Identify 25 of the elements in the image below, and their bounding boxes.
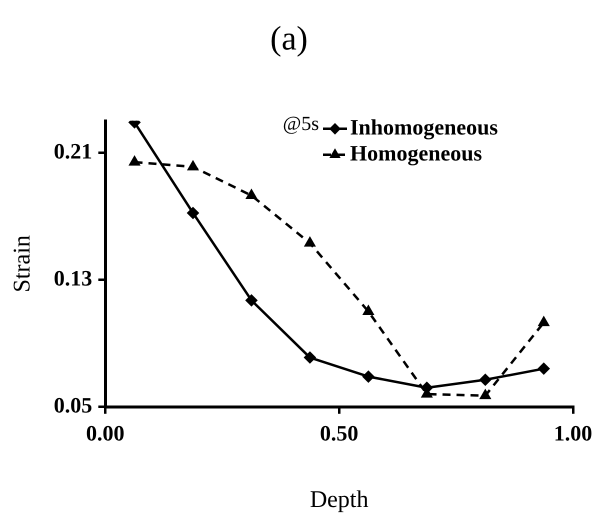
- legend-label: Inhomogeneous: [350, 114, 498, 140]
- legend-label: Homogeneous: [350, 140, 482, 166]
- point: [304, 352, 316, 364]
- point: [538, 362, 550, 374]
- x-tick-label: 0.00: [86, 420, 125, 446]
- point: [246, 294, 258, 306]
- point: [538, 316, 549, 326]
- point: [188, 161, 198, 170]
- point: [480, 374, 492, 386]
- y-tick-label: 0.13: [54, 265, 92, 290]
- point: [362, 370, 374, 382]
- x-tick-label: 0.50: [320, 420, 358, 446]
- point: [480, 390, 490, 400]
- chart-title: (a): [270, 20, 308, 58]
- x-tick-label: 1.00: [554, 420, 592, 446]
- y-tick-label: 0.21: [54, 138, 92, 164]
- y-axis-title: Strain: [10, 235, 36, 292]
- y-tick-label: 0.05: [54, 392, 92, 418]
- point: [129, 156, 140, 166]
- point: [363, 306, 374, 315]
- point: [187, 207, 199, 219]
- point: [246, 190, 257, 199]
- x-axis-title: Depth: [310, 486, 368, 513]
- point: [304, 237, 316, 247]
- annotation: @5s: [282, 113, 320, 136]
